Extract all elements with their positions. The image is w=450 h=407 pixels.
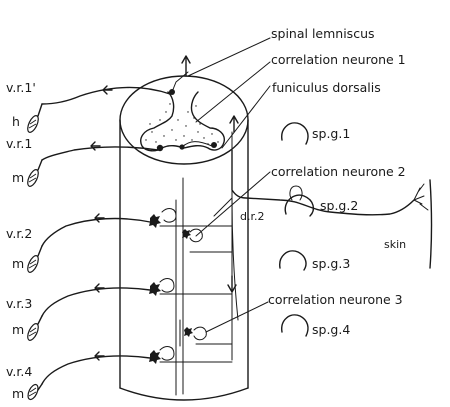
correlation-synapses [159,208,233,363]
label-funiculus-dorsalis: funiculus dorsalis [272,80,381,95]
label-correlation-neurone-2: correlation neurone 2 [271,164,406,179]
motor-neurons [149,214,193,364]
skin-nerve-endings [413,179,433,269]
label-v-r-3: v.r.3 [6,296,32,311]
descending-arrow [227,275,237,293]
ventral-root-1-prime [27,85,171,133]
label-sp-g-1: sp.g.1 [312,126,350,141]
label-v-r-1: v.r.1 [6,136,32,151]
label-m-4: m [12,386,24,401]
spinal-cord-cylinder [119,75,249,401]
stipple [145,103,219,147]
ventral-root-1 [27,141,159,187]
label-v-r-2: v.r.2 [6,226,32,241]
leader-lines [187,37,271,333]
label-sp-g-2: sp.g.2 [320,198,358,213]
spinal-ganglia [279,122,315,337]
label-m-3: m [12,322,24,337]
label-correlation-neurone-1: correlation neurone 1 [271,52,406,67]
label-sp-g-4: sp.g.4 [312,322,350,337]
label-h: h [12,114,20,129]
ascending-arrows [181,55,239,133]
label-v-r-1-prime: v.r.1' [6,80,36,95]
label-sp-g-3: sp.g.3 [312,256,350,271]
ventral-root-3 [27,283,151,341]
label-m-1: m [12,170,24,185]
ventral-root-4 [27,351,151,401]
label-spinal-lemniscus: spinal lemniscus [271,26,375,41]
label-skin: skin [384,238,406,251]
ventral-root-2 [27,213,151,273]
label-correlation-neurone-3: correlation neurone 3 [268,292,403,307]
label-d-r-2: d.r.2 [240,210,265,223]
label-m-2: m [12,256,24,271]
dorsal-root-2 [213,149,415,321]
label-v-r-4: v.r.4 [6,364,32,379]
grey-matter [140,71,225,152]
